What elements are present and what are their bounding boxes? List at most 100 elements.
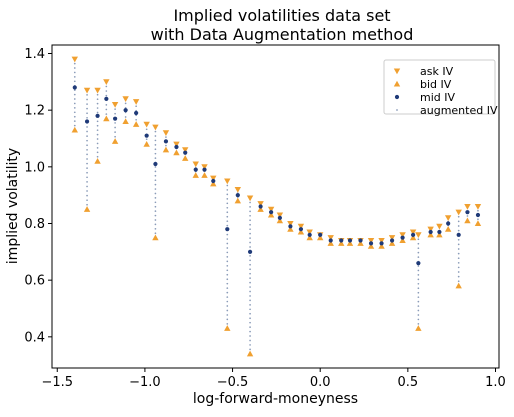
augmented-iv-point	[154, 223, 157, 226]
ask-iv-point	[173, 141, 180, 148]
augmented-iv-point	[73, 124, 76, 127]
mid-iv-point	[456, 232, 461, 237]
augmented-iv-point	[457, 248, 460, 250]
mid-iv-point	[134, 110, 139, 116]
augmented-iv-point	[154, 227, 157, 230]
mid-iv-point	[235, 193, 240, 198]
augmented-iv-point	[86, 199, 88, 202]
augmented-iv-point	[249, 281, 251, 284]
ask-iv-point	[327, 235, 334, 241]
mid-iv-point	[416, 261, 421, 266]
ask-iv-point	[444, 215, 452, 222]
augmented-iv-point	[417, 291, 420, 294]
ask-iv-point	[297, 223, 305, 230]
ask-iv-point	[436, 223, 443, 230]
augmented-iv-point	[226, 202, 229, 205]
augmented-iv-point	[457, 271, 460, 273]
augmented-iv-point	[417, 305, 420, 307]
ask-iv-point	[122, 96, 129, 103]
augmented-iv-point	[226, 305, 229, 307]
augmented-iv-point	[86, 203, 88, 206]
augmented-iv-point	[105, 85, 108, 88]
bid-iv-point	[132, 121, 140, 127]
augmented-iv-point	[417, 296, 420, 299]
ask-iv-point	[143, 121, 150, 128]
plot-frame	[51, 44, 500, 369]
bid-iv-point	[246, 350, 254, 357]
augmented-iv-point	[96, 147, 99, 149]
bid-iv-point	[192, 172, 199, 178]
augmented-iv-point	[96, 129, 99, 132]
bid-iv-point	[173, 149, 180, 156]
augmented-iv-point	[86, 94, 88, 96]
augmented-iv-point	[457, 275, 460, 278]
augmented-iv-point	[154, 130, 157, 133]
augmented-iv-point	[417, 314, 420, 316]
mid-iv-point	[225, 227, 230, 232]
augmented-iv-point	[86, 190, 88, 192]
ask-iv-point	[464, 203, 471, 210]
augmented-iv-point	[417, 247, 420, 250]
augmented-iv-point	[249, 326, 251, 328]
bid-iv-point	[415, 325, 422, 331]
augmented-iv-point	[105, 94, 108, 97]
ask-iv-point	[474, 203, 482, 210]
legend-box	[383, 59, 496, 115]
augmented-iv-point	[154, 201, 157, 204]
mid-iv-point	[298, 227, 304, 232]
augmented-iv-point	[86, 116, 88, 119]
augmented-iv-point	[73, 93, 76, 96]
mid-iv-point	[113, 116, 118, 121]
bid-iv-point	[267, 211, 275, 218]
mid-iv-point	[465, 210, 470, 215]
augmented-iv-point	[86, 162, 88, 165]
bid-iv-point	[388, 240, 396, 246]
augmented-iv-point	[249, 286, 251, 288]
mid-iv-point	[411, 232, 416, 237]
augmented-iv-point	[226, 269, 229, 272]
ask-iv-point	[427, 226, 434, 233]
augmented-iv-point	[124, 102, 127, 105]
augmented-iv-point	[249, 219, 251, 222]
augmented-iv-point	[457, 238, 460, 241]
x-axis-label: log-forward-moneyness	[193, 391, 358, 407]
bid-iv-point	[327, 240, 334, 246]
augmented-iv-point	[86, 139, 88, 142]
mid-iv-point	[358, 238, 363, 243]
ask-iv-point	[210, 175, 217, 182]
augmented-iv-point	[154, 170, 157, 173]
augmented-iv-point	[226, 273, 229, 276]
mid-iv-point	[269, 210, 274, 215]
ask-iv-point	[162, 130, 170, 137]
augmented-iv-point	[73, 76, 76, 78]
bid-iv-point	[444, 225, 452, 232]
augmented-iv-point	[249, 348, 251, 351]
augmented-iv-point	[249, 263, 251, 266]
augmented-iv-point	[457, 220, 460, 223]
ask-iv-point	[234, 186, 242, 193]
augmented-iv-point	[154, 148, 157, 151]
bid-iv-point	[122, 118, 129, 125]
ask-iv-point	[246, 195, 254, 202]
ask-iv-point	[378, 237, 385, 244]
augmented-iv-point	[105, 104, 108, 106]
augmented-iv-point	[249, 255, 251, 257]
ask-iv-point	[306, 229, 313, 236]
augmented-iv-point	[249, 246, 251, 248]
x-tick-label: 0.0	[310, 375, 331, 390]
bid-iv-point	[234, 197, 242, 204]
legend-label: augmented IV	[420, 104, 498, 117]
x-tick-label: 0.5	[398, 375, 419, 390]
mid-iv-point	[288, 224, 293, 229]
y-axis-label: implied volatility	[5, 148, 21, 264]
augmented-iv-point	[226, 296, 229, 298]
augmented-iv-point	[86, 194, 88, 197]
augmented-iv-point	[154, 135, 157, 137]
augmented-iv-point	[73, 107, 76, 109]
bid-iv-point	[182, 155, 189, 161]
augmented-iv-point	[249, 290, 251, 293]
augmented-iv-point	[417, 269, 420, 272]
augmented-iv-point	[154, 139, 157, 142]
plot-area	[71, 56, 482, 357]
